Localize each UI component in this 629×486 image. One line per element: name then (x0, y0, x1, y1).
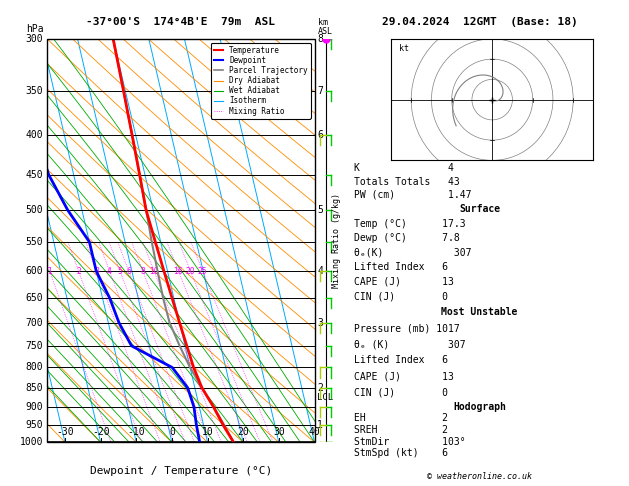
Text: 40: 40 (309, 427, 320, 437)
Text: LCL: LCL (317, 393, 333, 402)
Text: CAPE (J)       13: CAPE (J) 13 (353, 277, 454, 287)
Text: 600: 600 (26, 266, 43, 276)
Text: 700: 700 (26, 318, 43, 328)
Text: hPa: hPa (26, 24, 44, 34)
Text: 550: 550 (26, 237, 43, 247)
Text: Pressure (mb) 1017: Pressure (mb) 1017 (353, 323, 459, 333)
Text: 1: 1 (47, 267, 52, 276)
Text: 8: 8 (140, 267, 145, 276)
Text: 5: 5 (317, 205, 323, 215)
Text: CAPE (J)       13: CAPE (J) 13 (353, 372, 454, 382)
Text: Totals Totals   43: Totals Totals 43 (353, 176, 459, 187)
Legend: Temperature, Dewpoint, Parcel Trajectory, Dry Adiabat, Wet Adiabat, Isotherm, Mi: Temperature, Dewpoint, Parcel Trajectory… (211, 43, 311, 119)
Text: 1000: 1000 (19, 437, 43, 447)
Text: 3: 3 (94, 267, 99, 276)
Text: θₑ(K)            307: θₑ(K) 307 (353, 248, 471, 258)
Text: Dewp (°C)      7.8: Dewp (°C) 7.8 (353, 233, 459, 243)
Text: PW (cm)         1.47: PW (cm) 1.47 (353, 190, 471, 200)
Text: EH             2: EH 2 (353, 414, 448, 423)
Text: -30: -30 (56, 427, 74, 437)
Text: -37°00'S  174°4B'E  79m  ASL: -37°00'S 174°4B'E 79m ASL (86, 17, 276, 27)
Text: km
ASL: km ASL (318, 18, 333, 36)
Text: Surface: Surface (459, 204, 500, 214)
Text: 20: 20 (237, 427, 249, 437)
Text: 6: 6 (317, 130, 323, 140)
Text: 800: 800 (26, 363, 43, 372)
Text: 4: 4 (317, 266, 323, 276)
Text: 650: 650 (26, 293, 43, 303)
Text: Lifted Index   6: Lifted Index 6 (353, 262, 448, 272)
Text: 5: 5 (118, 267, 123, 276)
Text: 20: 20 (186, 267, 195, 276)
Text: -10: -10 (128, 427, 145, 437)
Text: 450: 450 (26, 170, 43, 180)
Text: 2: 2 (76, 267, 81, 276)
Text: 30: 30 (273, 427, 285, 437)
Text: 6: 6 (126, 267, 131, 276)
Text: Most Unstable: Most Unstable (442, 307, 518, 317)
Text: 350: 350 (26, 86, 43, 96)
Text: CIN (J)        0: CIN (J) 0 (353, 388, 448, 398)
Text: -20: -20 (92, 427, 109, 437)
Text: kt: kt (399, 44, 409, 53)
Text: K               4: K 4 (353, 163, 454, 173)
Text: StmSpd (kt)    6: StmSpd (kt) 6 (353, 449, 448, 458)
Text: Hodograph: Hodograph (453, 402, 506, 412)
Text: 8: 8 (317, 34, 323, 44)
Text: 10: 10 (149, 267, 159, 276)
Text: Dewpoint / Temperature (°C): Dewpoint / Temperature (°C) (90, 466, 272, 476)
Text: StmDir         103°: StmDir 103° (353, 437, 465, 447)
Text: 900: 900 (26, 402, 43, 412)
Text: 10: 10 (202, 427, 213, 437)
Text: 400: 400 (26, 130, 43, 140)
Text: Mixing Ratio (g/kg): Mixing Ratio (g/kg) (332, 193, 341, 288)
Text: 4: 4 (107, 267, 112, 276)
Text: 3: 3 (317, 318, 323, 328)
Text: 500: 500 (26, 205, 43, 215)
Text: θₑ (K)          307: θₑ (K) 307 (353, 339, 465, 349)
Text: 25: 25 (198, 267, 208, 276)
Text: 7: 7 (317, 86, 323, 96)
Text: 300: 300 (26, 34, 43, 44)
Text: CIN (J)        0: CIN (J) 0 (353, 292, 448, 301)
Text: 29.04.2024  12GMT  (Base: 18): 29.04.2024 12GMT (Base: 18) (382, 17, 577, 27)
Text: 950: 950 (26, 420, 43, 430)
Text: 0: 0 (169, 427, 175, 437)
Text: 1: 1 (317, 420, 323, 430)
Text: Temp (°C)      17.3: Temp (°C) 17.3 (353, 219, 465, 228)
Text: 850: 850 (26, 383, 43, 393)
Text: 2: 2 (317, 383, 323, 393)
Text: © weatheronline.co.uk: © weatheronline.co.uk (427, 472, 532, 481)
Text: 750: 750 (26, 341, 43, 351)
Text: 16: 16 (174, 267, 183, 276)
Text: Lifted Index   6: Lifted Index 6 (353, 355, 448, 365)
Text: SREH           2: SREH 2 (353, 425, 448, 435)
